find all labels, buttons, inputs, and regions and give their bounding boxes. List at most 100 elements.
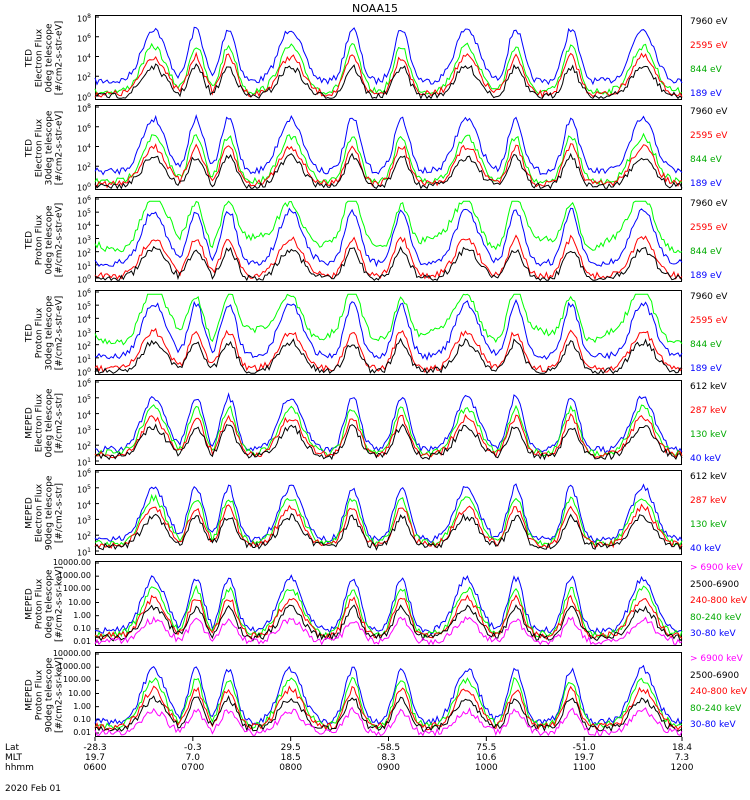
- x-tick-label: -58.5: [376, 743, 401, 753]
- legend-item: 189 eV: [690, 89, 722, 99]
- legend-item: 844 eV: [690, 247, 722, 257]
- legend-item: 287 keV: [690, 406, 727, 416]
- series-line: [94, 234, 683, 281]
- y-tick-label: 0.01: [73, 728, 91, 737]
- x-tick-label: 7.0: [185, 753, 200, 763]
- y-tick-label: 105: [76, 208, 91, 219]
- x-tick-label: -0.3: [184, 743, 202, 753]
- x-tick-label: 0700: [181, 763, 205, 773]
- legend-item: 7960 eV: [690, 199, 728, 209]
- x-tick-label: 19.7: [574, 753, 595, 763]
- y-tick-label: 103: [76, 327, 91, 339]
- x-tick-label: 75.5: [476, 743, 497, 753]
- y-tick-label: 104: [76, 499, 91, 511]
- x-tick-label: 1100: [572, 763, 596, 773]
- series-line: [94, 483, 683, 544]
- x-tick-label: 1200: [670, 763, 694, 773]
- y-tick-label: 102: [76, 162, 91, 173]
- x-tick-label: 0800: [279, 763, 303, 773]
- y-tick-label: 0.01: [73, 637, 91, 646]
- legend-item: 7960 eV: [690, 292, 728, 302]
- legend-item: 2595 eV: [690, 316, 728, 326]
- y-tick-label: 10000.00: [52, 649, 91, 658]
- x-tick-label: 29.5: [280, 743, 301, 753]
- legend-item: 7960 eV: [690, 17, 728, 27]
- y-tick-label: 1000.00: [57, 662, 91, 672]
- legend-item: 40 keV: [690, 454, 721, 464]
- y-tick-label: 1.00: [73, 701, 91, 711]
- series-line: [94, 293, 683, 346]
- series-line: [94, 676, 683, 730]
- series-line: [94, 604, 683, 642]
- legend-item: 40 keV: [690, 544, 721, 554]
- y-tick-label: 102: [76, 441, 91, 452]
- legend-item: 612 keV: [690, 382, 727, 392]
- legend-item: 30-80 keV: [690, 629, 736, 639]
- y-tick-label: 102: [76, 247, 91, 259]
- date-label: 2020 Feb 01: [5, 784, 62, 794]
- y-tick-label: 100: [76, 182, 91, 193]
- y-tick-label: 101: [76, 547, 91, 558]
- x-tick-label: 18.5: [280, 753, 301, 763]
- y-tick-label: 106: [76, 195, 91, 206]
- series-line: [94, 207, 683, 268]
- legend-item: 130 keV: [690, 430, 727, 440]
- legend-item: 80-240 keV: [690, 612, 742, 623]
- legend-item: 2500-6900: [690, 579, 740, 590]
- x-tick-label: -28.3: [83, 743, 107, 753]
- series-line: [94, 299, 683, 361]
- y-tick-label: 106: [76, 32, 91, 44]
- y-tick-label: 106: [76, 288, 91, 299]
- y-tick-label: 106: [76, 468, 91, 479]
- legend-item: 844 eV: [690, 340, 722, 350]
- series-line: [94, 113, 683, 176]
- chart-title: NOAA15: [351, 2, 399, 15]
- series-line: [94, 132, 683, 186]
- legend-item: 2595 eV: [690, 223, 728, 233]
- y-tick-label: 1.00: [73, 610, 91, 620]
- series-line: [94, 616, 683, 646]
- x-axis: Lat -28.3 -0.3 29.5 -58.5 75.5 -51.0 18.4 MLT 19.…: [0, 740, 750, 800]
- y-tick-label: 101: [76, 353, 91, 365]
- legend-item: 80-240 keV: [690, 703, 742, 714]
- y-tick-label: 10.00: [68, 597, 91, 607]
- y-tick-label: 104: [76, 52, 91, 64]
- x-tick-label: -51.0: [572, 743, 596, 753]
- series-line: [94, 513, 683, 551]
- y-tick-label: 108: [76, 103, 91, 114]
- x-row-label: hhmm: [5, 763, 34, 773]
- y-tick-label: 102: [76, 72, 91, 83]
- x-tick-label: 18.4: [671, 743, 693, 753]
- legend-item: 844 eV: [690, 65, 722, 75]
- legend-item: 189 eV: [690, 179, 722, 189]
- y-tick-label: 100: [76, 367, 91, 378]
- y-tick-label: 104: [76, 409, 91, 421]
- x-tick-label: 7.3: [674, 753, 690, 763]
- series-line: [94, 51, 683, 99]
- y-tick-label: 100: [76, 92, 91, 103]
- y-tick-label: 103: [76, 515, 91, 527]
- y-tick-label: 0.10: [73, 623, 91, 633]
- legend-item: 189 eV: [690, 364, 722, 374]
- series-line: [94, 584, 683, 639]
- series-line: [94, 392, 683, 454]
- series-line: [94, 152, 683, 190]
- legend-item: 240-800 keV: [690, 596, 748, 606]
- y-tick-label: 105: [76, 483, 91, 495]
- legend-item: 2595 eV: [690, 131, 728, 141]
- series-line: [94, 327, 683, 374]
- y-tick-label: 100.00: [63, 584, 91, 594]
- y-tick-label: 105: [76, 301, 91, 312]
- x-tick-label: 8.3: [381, 753, 396, 763]
- series-line: [94, 594, 683, 640]
- series-line: [94, 706, 683, 737]
- y-tick-label: 10.00: [68, 688, 91, 698]
- x-tick-label: 0600: [83, 763, 107, 773]
- y-tick-label: 101: [76, 457, 91, 468]
- y-tick-label: 101: [76, 260, 91, 272]
- y-tick-label: 108: [76, 13, 91, 24]
- y-tick-label: 100: [76, 274, 91, 285]
- x-row-label: Lat: [5, 743, 20, 753]
- series-line: [94, 413, 683, 459]
